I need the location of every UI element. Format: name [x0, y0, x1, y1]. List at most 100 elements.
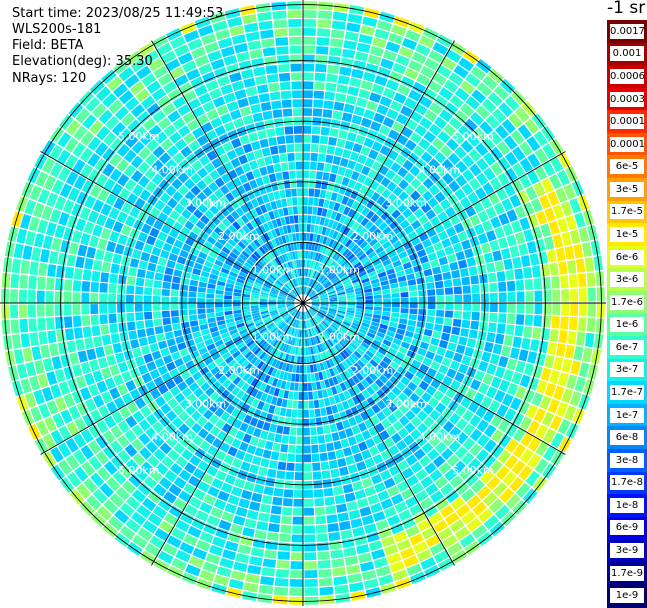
data-cell [235, 552, 250, 564]
data-cell [329, 307, 338, 310]
data-cell [420, 151, 433, 164]
data-cell [217, 490, 230, 502]
data-cell [318, 275, 325, 283]
colorbar-tick-label: 0.001 [610, 46, 644, 62]
data-cell [278, 293, 287, 298]
data-cell [482, 492, 498, 507]
data-cell [510, 397, 522, 411]
data-cell [552, 234, 564, 248]
data-cell [322, 361, 329, 370]
data-cell [447, 342, 457, 352]
data-cell [322, 319, 330, 326]
data-cell [224, 8, 241, 19]
data-cell [493, 481, 508, 497]
data-cell [423, 130, 436, 144]
data-cell [501, 198, 514, 212]
data-cell [255, 177, 264, 187]
data-cell [224, 228, 234, 238]
data-cell [350, 518, 363, 529]
data-cell [57, 149, 71, 165]
data-cell [335, 384, 343, 394]
data-cell [304, 507, 315, 516]
data-cell [298, 383, 303, 391]
data-cell [135, 277, 145, 287]
data-cell [331, 240, 338, 249]
data-cell [325, 227, 331, 237]
data-cell [341, 323, 350, 329]
data-cell [353, 247, 362, 256]
data-cell [478, 360, 489, 372]
data-cell [337, 310, 346, 314]
data-cell [280, 217, 286, 226]
data-cell [495, 187, 508, 201]
data-cell [309, 418, 316, 427]
data-cell [245, 171, 255, 181]
data-cell [269, 294, 278, 298]
data-cell [325, 154, 334, 164]
data-cell [469, 214, 481, 226]
data-cell [227, 16, 243, 28]
data-cell [224, 434, 235, 445]
data-cell [326, 514, 338, 524]
data-cell [124, 97, 140, 111]
data-cell [296, 338, 300, 347]
data-cell [197, 292, 206, 298]
data-cell [137, 231, 148, 243]
data-cell [369, 45, 384, 57]
data-cell [319, 235, 325, 244]
data-cell [256, 277, 265, 283]
data-cell [315, 180, 322, 189]
data-cell [390, 162, 402, 173]
data-cell [304, 320, 306, 329]
data-cell [388, 347, 398, 356]
data-cell [381, 188, 392, 199]
data-cell [552, 303, 561, 316]
data-cell [346, 22, 361, 33]
data-cell [216, 566, 232, 578]
start-time-text: Start time: 2023/08/25 11:49:53 [12, 6, 224, 21]
data-cell [147, 455, 160, 468]
data-cell [294, 382, 299, 391]
data-cell [300, 259, 303, 268]
data-cell [207, 376, 217, 386]
data-cell [465, 387, 477, 400]
data-cell [233, 309, 242, 314]
colorbar-tick-label: 0.0017 [610, 23, 644, 39]
data-cell [294, 337, 298, 346]
data-cell [402, 261, 412, 270]
data-cell [193, 262, 203, 270]
data-cell [271, 287, 280, 293]
data-cell [315, 216, 321, 225]
data-cell [318, 1, 333, 11]
data-cell [319, 595, 335, 605]
data-cell [255, 3, 271, 13]
data-cell [247, 325, 256, 331]
data-cell [330, 549, 344, 559]
data-cell [296, 356, 301, 365]
colorbar-tick-label: 1e-6 [610, 317, 644, 333]
data-cell [289, 307, 296, 313]
data-cell [361, 477, 373, 488]
data-cell [277, 299, 286, 302]
data-cell [20, 378, 32, 394]
data-cell [215, 211, 226, 222]
data-cell [206, 150, 218, 161]
data-cell [213, 226, 224, 236]
data-cell [309, 364, 314, 373]
data-cell [250, 547, 264, 558]
data-cell [198, 63, 213, 76]
data-cell [278, 144, 287, 154]
data-cell [141, 95, 156, 110]
data-cell [259, 138, 269, 149]
data-cell [264, 56, 277, 66]
data-cell [171, 246, 181, 256]
data-cell [392, 569, 408, 582]
data-cell [303, 27, 316, 36]
data-cell [319, 352, 325, 362]
data-cell [570, 360, 581, 376]
data-cell [303, 338, 306, 347]
data-cell [595, 318, 605, 333]
data-cell [472, 201, 485, 214]
data-cell [204, 260, 214, 268]
data-cell [290, 318, 295, 326]
